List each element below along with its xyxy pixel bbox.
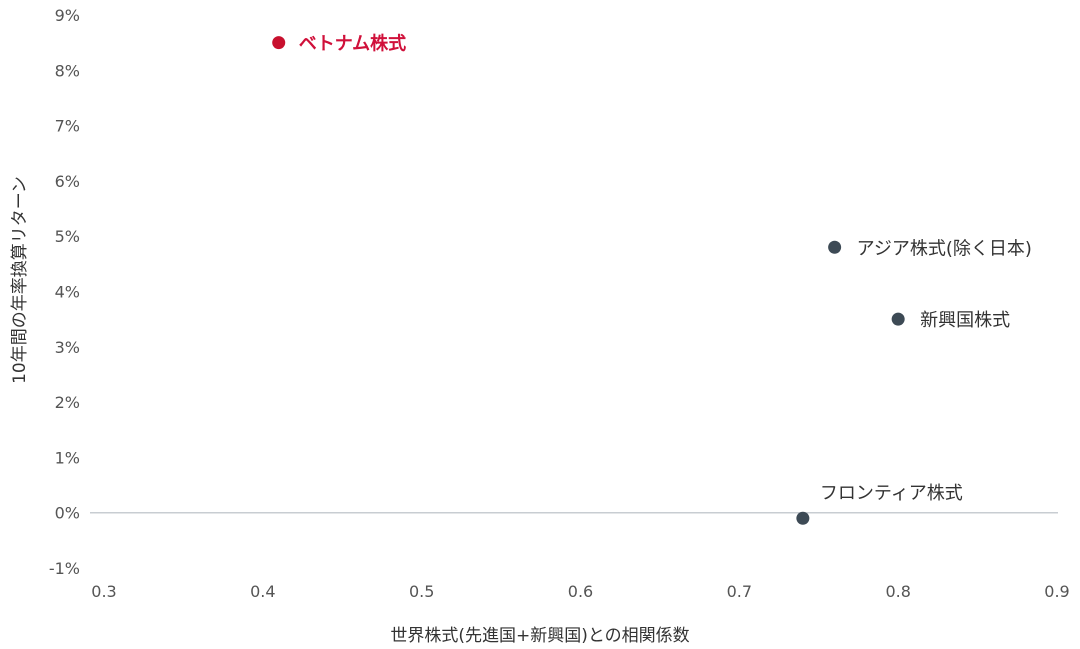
y-axis-label: 10年間の年率換算リターン <box>10 176 30 384</box>
y-tick-label: 8% <box>55 61 80 80</box>
x-tick-label: 0.7 <box>727 582 752 601</box>
y-tick-label: 7% <box>55 117 80 136</box>
y-tick-label: 3% <box>55 338 80 357</box>
y-tick-label: 1% <box>55 448 80 467</box>
data-point <box>828 240 842 254</box>
y-tick-label: 6% <box>55 172 80 191</box>
x-tick-label: 0.9 <box>1044 582 1069 601</box>
y-tick-label: 9% <box>55 6 80 25</box>
data-point-label: 新興国株式 <box>920 310 1010 331</box>
y-tick-label: -1% <box>49 559 80 578</box>
y-tick-label: 0% <box>55 504 80 523</box>
y-tick-label: 5% <box>55 227 80 246</box>
data-point-label: フロンティア株式 <box>820 483 963 504</box>
x-tick-label: 0.8 <box>885 582 910 601</box>
x-tick-label: 0.5 <box>409 582 434 601</box>
data-point-label: ベトナム株式 <box>299 33 406 55</box>
x-tick-label: 0.3 <box>91 582 116 601</box>
x-axis-ticks: 0.3 0.4 0.5 0.6 0.7 0.8 0.9 <box>91 582 1069 601</box>
data-point <box>891 312 905 326</box>
x-axis-label: 世界株式(先進国+新興国)との相関係数 <box>390 626 689 646</box>
y-axis-ticks: -1% 0% 1% 2% 3% 4% 5% 6% 7% 8% 9% <box>49 6 80 578</box>
data-point <box>272 36 286 50</box>
x-tick-label: 0.4 <box>250 582 275 601</box>
y-tick-label: 2% <box>55 393 80 412</box>
data-point <box>796 511 810 525</box>
data-point-label: アジア株式(除く日本) <box>857 238 1032 259</box>
x-tick-label: 0.6 <box>568 582 593 601</box>
y-tick-label: 4% <box>55 283 80 302</box>
